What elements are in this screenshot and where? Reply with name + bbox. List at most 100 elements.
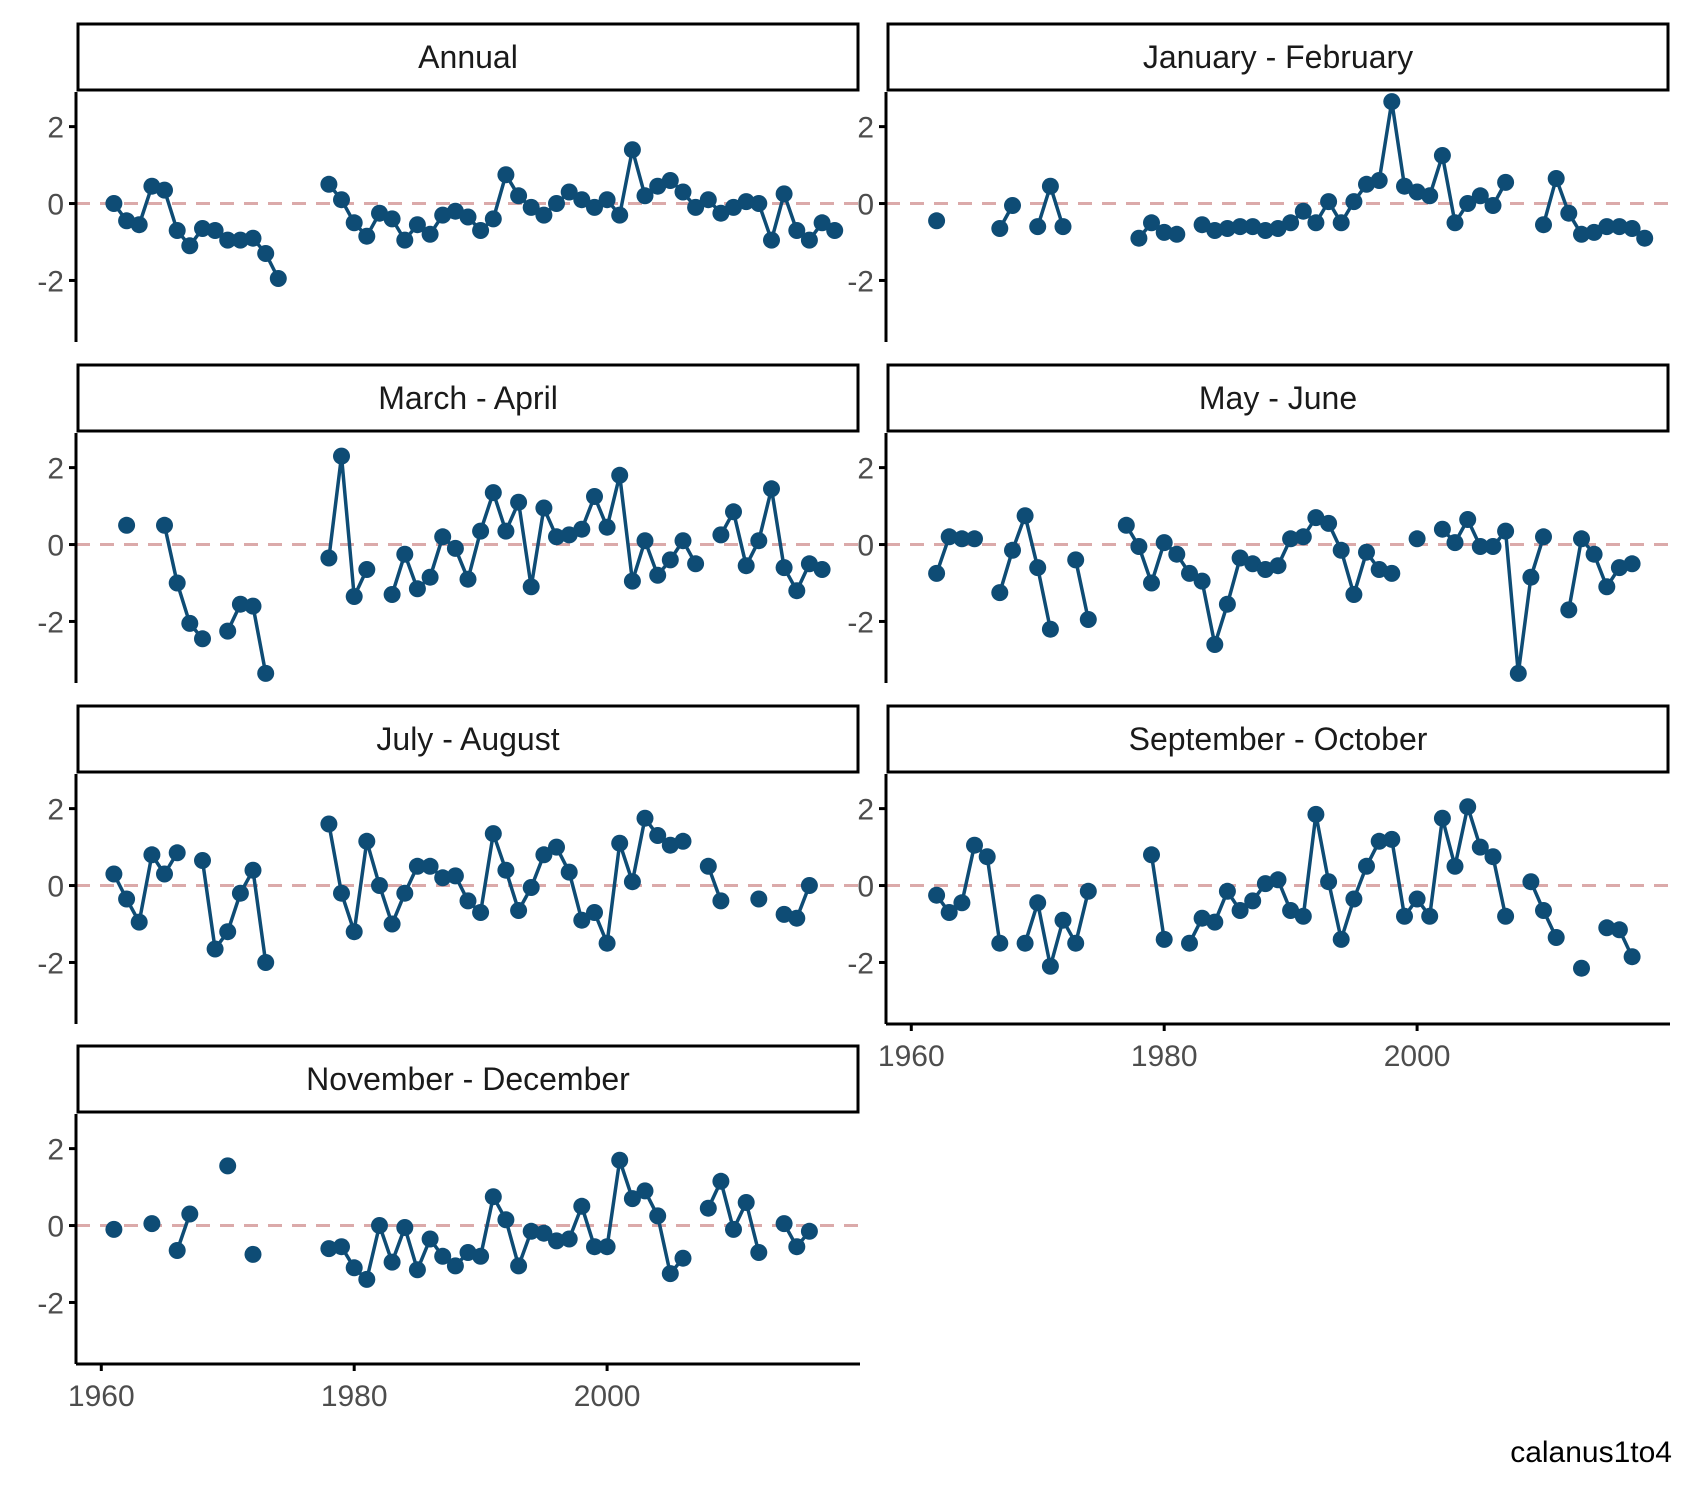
y-tick-label: 0 <box>47 189 64 222</box>
data-point <box>1004 541 1021 559</box>
data-point <box>800 231 818 249</box>
data-point <box>168 1242 186 1259</box>
data-point <box>1079 882 1097 900</box>
data-point <box>586 904 603 921</box>
data-point <box>1585 223 1603 241</box>
data-point <box>358 832 376 850</box>
data-point <box>1573 530 1590 548</box>
data-point <box>105 195 123 212</box>
data-point <box>257 245 275 262</box>
data-point <box>194 630 211 648</box>
data-point <box>257 954 275 971</box>
data-point <box>1282 530 1300 548</box>
data-point <box>598 191 616 209</box>
data-point <box>661 172 679 189</box>
y-tick-label: -2 <box>37 265 64 298</box>
data-point <box>1623 555 1641 573</box>
data-point <box>1598 218 1616 236</box>
data-point <box>826 222 844 239</box>
data-point <box>1029 218 1047 236</box>
data-point <box>1370 832 1388 850</box>
facet-panel: March - April 2 0 -2 <box>37 363 860 683</box>
data-point <box>1535 216 1552 234</box>
data-point <box>383 1253 401 1271</box>
data-point <box>535 206 553 224</box>
data-point <box>687 198 705 216</box>
facet-strip <box>76 363 860 433</box>
data-point <box>1610 218 1628 236</box>
data-point <box>118 516 136 534</box>
data-point <box>1459 511 1477 528</box>
data-point <box>345 588 363 605</box>
data-point <box>1332 541 1350 559</box>
data-point <box>1585 545 1603 563</box>
x-tick-label: 1980 <box>321 1380 388 1413</box>
data-point <box>661 1265 679 1283</box>
y-tick-label: -2 <box>37 947 64 980</box>
data-point <box>636 1182 654 1200</box>
data-point <box>560 1230 578 1248</box>
data-point <box>472 904 490 921</box>
data-point <box>1218 220 1236 237</box>
data-point <box>1421 907 1439 925</box>
data-point <box>712 1172 730 1190</box>
data-point <box>1509 664 1527 682</box>
data-point <box>446 1257 464 1275</box>
data-point <box>573 1197 591 1215</box>
data-point <box>775 559 793 577</box>
data-point <box>219 923 237 941</box>
data-point <box>737 557 755 575</box>
data-point <box>788 909 806 927</box>
facet-strip <box>76 704 860 774</box>
data-point <box>484 825 502 843</box>
data-point <box>1067 551 1085 569</box>
data-point <box>510 493 528 511</box>
data-point <box>1294 202 1312 220</box>
data-point <box>484 1188 502 1206</box>
data-point <box>586 1238 603 1256</box>
data-point <box>699 857 717 875</box>
data-point <box>1320 514 1338 532</box>
data-point <box>446 539 464 557</box>
data-point <box>548 195 565 212</box>
data-point <box>1573 225 1590 243</box>
data-point <box>598 1238 616 1256</box>
data-point <box>1054 218 1072 236</box>
data-point <box>421 1230 439 1248</box>
series-line-segment <box>162 524 204 640</box>
y-tick-label: -2 <box>37 1287 64 1320</box>
data-point <box>623 873 641 891</box>
data-point <box>661 551 679 569</box>
data-point <box>1029 559 1047 577</box>
data-point <box>1408 530 1426 548</box>
data-point <box>1446 534 1464 552</box>
data-point <box>522 578 540 596</box>
data-point <box>472 222 490 239</box>
data-point <box>1282 902 1300 919</box>
data-point <box>522 1222 540 1240</box>
data-point <box>788 1238 806 1256</box>
x-tick-label: 1960 <box>878 1040 945 1073</box>
data-point <box>1358 857 1375 875</box>
data-point <box>953 530 971 548</box>
data-point <box>636 809 654 827</box>
series-line-segment <box>706 1179 761 1253</box>
data-point <box>649 566 667 584</box>
data-point <box>573 911 591 929</box>
data-point <box>1623 948 1641 966</box>
facet-panel: November - December 2 0 -2 1960 1980 2000 <box>37 1044 860 1413</box>
data-point <box>459 208 477 226</box>
data-point <box>1294 907 1312 925</box>
data-point <box>333 191 350 209</box>
data-point <box>1471 187 1489 205</box>
data-point <box>737 1194 755 1211</box>
data-point <box>813 214 831 232</box>
data-point <box>928 212 946 230</box>
y-tick-label: 2 <box>857 794 874 827</box>
data-point <box>1446 214 1464 232</box>
data-point <box>1383 830 1401 848</box>
data-point <box>1358 543 1375 561</box>
data-point <box>1155 223 1173 241</box>
data-point <box>1433 147 1451 164</box>
